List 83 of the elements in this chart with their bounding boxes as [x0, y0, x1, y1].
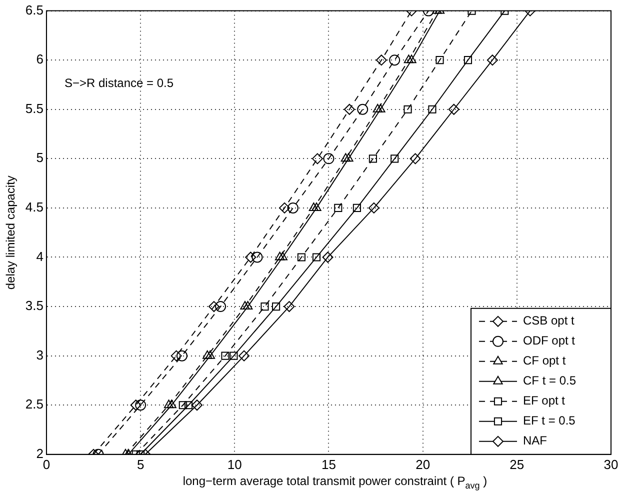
point [428, 105, 436, 114]
legend-label: CSB opt t [523, 314, 576, 328]
legend-label: CF t = 0.5 [523, 374, 576, 388]
legend-label: NAF [523, 434, 547, 448]
point [184, 401, 193, 410]
point [389, 54, 400, 66]
legend-label: CF opt t [523, 354, 566, 368]
point [376, 104, 386, 112]
x-tick-label: 10 [227, 456, 242, 472]
point [238, 350, 250, 362]
point [278, 252, 288, 260]
annotation: S−>R distance = 0.5 [64, 76, 174, 90]
point [486, 54, 498, 66]
point [410, 153, 421, 164]
legend-label: ODF opt t [523, 334, 576, 348]
x-axis-title: long−term average total transmit power constraint ( P$_{avg}$ ) [182, 474, 488, 490]
point [372, 104, 382, 112]
point [135, 400, 146, 411]
point [178, 401, 187, 410]
y-tick-label: 3.5 [25, 298, 44, 314]
point [312, 253, 321, 262]
point [272, 302, 280, 311]
point [390, 154, 399, 163]
point [164, 400, 174, 408]
point [368, 202, 380, 214]
point [130, 400, 142, 411]
y-axis-title: delay limited capacity [4, 176, 18, 290]
y-tick-label: 6 [36, 52, 44, 67]
y-tick-label: 2 [36, 446, 44, 461]
point [245, 252, 256, 263]
point [279, 202, 290, 214]
point [357, 104, 368, 115]
legend-label: EF t = 0.5 [523, 414, 576, 428]
point [240, 301, 250, 310]
point [404, 54, 414, 64]
x-tick-label: 0 [42, 456, 50, 472]
point [352, 204, 361, 212]
point [312, 153, 323, 164]
point [230, 352, 238, 360]
point [176, 350, 188, 362]
x-tick-label: 25 [510, 456, 524, 472]
y-tick-label: 4 [36, 248, 44, 264]
point [376, 54, 387, 66]
point [170, 350, 182, 362]
legend-label: EF opt t [523, 394, 566, 408]
x-tick-label: 30 [604, 456, 618, 472]
y-tick-label: 4.5 [25, 200, 44, 215]
point [344, 104, 355, 115]
point [297, 253, 306, 262]
point [312, 202, 322, 211]
point [205, 350, 216, 359]
point [287, 202, 298, 214]
y-tick-label: 5 [36, 150, 44, 166]
point [260, 302, 269, 311]
point [308, 202, 319, 211]
y-tick-label: 2.5 [25, 396, 44, 412]
point [368, 154, 377, 163]
point [436, 56, 444, 64]
point [202, 350, 212, 359]
y-tick-label: 3 [36, 347, 44, 362]
point [448, 104, 460, 115]
x-tick-label: 20 [416, 456, 430, 472]
point [340, 153, 350, 162]
point [208, 301, 220, 312]
y-tick-label: 6.5 [25, 2, 44, 18]
point [322, 252, 334, 263]
point [404, 105, 412, 114]
point [406, 54, 416, 64]
point [192, 400, 203, 411]
point [344, 153, 354, 162]
y-tick-label: 5.5 [25, 100, 44, 116]
point [166, 400, 176, 408]
point [215, 301, 226, 312]
point [242, 301, 253, 310]
point [323, 153, 334, 164]
x-tick-label: 5 [136, 456, 144, 472]
point [334, 204, 342, 212]
point [284, 301, 295, 312]
point [221, 352, 230, 360]
x-tick-label: 15 [322, 456, 336, 472]
point [252, 252, 263, 263]
point [274, 252, 285, 260]
point [464, 56, 472, 64]
